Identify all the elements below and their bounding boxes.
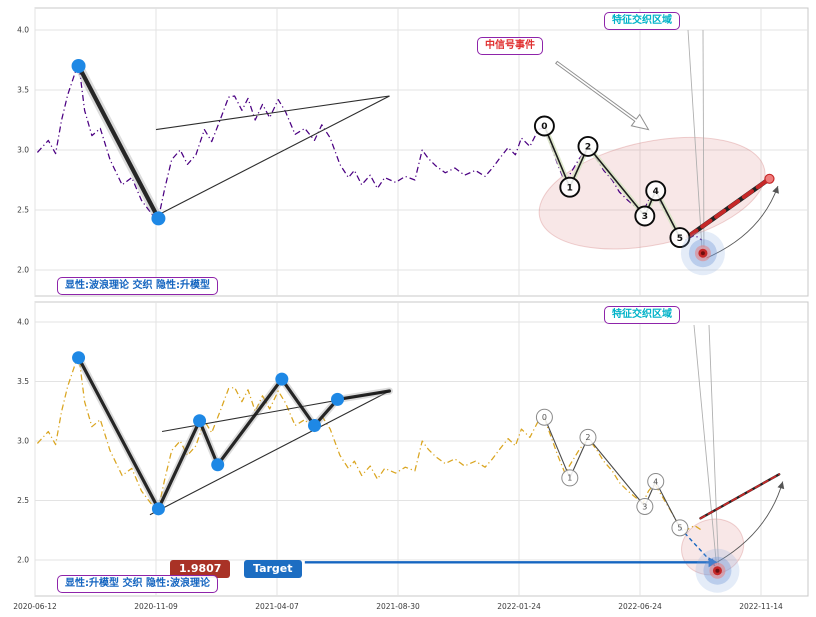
zigzag-line xyxy=(76,63,161,221)
arc-arrow xyxy=(709,481,784,567)
wave-point-label: 5 xyxy=(677,524,682,533)
wave-point-label: 0 xyxy=(542,413,547,422)
projection-endpoint-dot xyxy=(764,173,775,184)
wave-point-label: 4 xyxy=(653,477,658,486)
y-tick-label: 2.0 xyxy=(17,266,29,275)
panel-mode-label-top: 显性:波浪理论 交织 隐性:升模型 xyxy=(57,277,218,295)
y-tick-label: 3.0 xyxy=(17,146,29,155)
x-tick-label: 2020-06-12 xyxy=(13,602,57,611)
wave-point-circle xyxy=(645,180,667,202)
annotation-leader-line xyxy=(702,29,705,248)
wave-point-circle xyxy=(669,227,691,249)
annotation-leader-line xyxy=(693,324,717,565)
target-marker xyxy=(700,251,705,256)
y-tick-label: 3.5 xyxy=(17,377,29,386)
y-tick-label: 4.0 xyxy=(17,318,29,327)
pivot-dot xyxy=(331,392,344,406)
wave-point-circle xyxy=(636,497,654,515)
wave-point-label: 0 xyxy=(541,122,547,132)
wave-point-circle xyxy=(579,428,597,446)
plot-frame xyxy=(34,301,809,597)
wave-point-label: 3 xyxy=(642,502,647,511)
wave-point-label: 2 xyxy=(585,433,590,442)
trendline xyxy=(155,95,390,217)
pivot-dot xyxy=(211,458,225,472)
y-tick-label: 2.5 xyxy=(17,206,29,215)
wave-point-circle xyxy=(535,408,553,426)
signal-arrow xyxy=(554,60,650,131)
wave-point-circle xyxy=(561,469,579,487)
pivot-dot xyxy=(308,419,322,433)
x-tick-label: 2022-01-24 xyxy=(497,602,541,611)
y-tick-label: 4.0 xyxy=(17,26,29,35)
wave-point-label: 1 xyxy=(567,183,573,193)
arc-arrow xyxy=(706,185,779,259)
wave-point-circle xyxy=(577,135,599,157)
y-tick-label: 3.5 xyxy=(17,86,29,95)
wave-point-circle xyxy=(671,519,689,537)
wave-point-circle xyxy=(634,205,656,227)
wave-point-label: 1 xyxy=(567,474,572,483)
annotation-leader-line xyxy=(687,29,703,248)
projection-line-dashed xyxy=(699,473,781,520)
x-tick-label: 2022-11-14 xyxy=(739,602,783,611)
x-tick-label: 2021-08-30 xyxy=(376,602,420,611)
x-tick-label: 2020-11-09 xyxy=(134,602,178,611)
wave-point-label: 4 xyxy=(653,187,659,197)
target-marker xyxy=(715,568,720,573)
pivot-dot xyxy=(151,502,165,516)
wave-point-circle xyxy=(647,472,665,490)
panel-mode-label-bottom: 显性:升模型 交织 隐性:波浪理论 xyxy=(57,575,218,593)
pivot-dot xyxy=(193,414,207,428)
y-tick-label: 3.0 xyxy=(17,437,29,446)
wave-point-circle xyxy=(559,176,581,198)
pivot-dot xyxy=(71,59,86,73)
annotation-leader-line xyxy=(708,324,719,565)
wave-path xyxy=(543,416,681,529)
x-tick-label: 2021-04-07 xyxy=(255,602,299,611)
target-badge: Target xyxy=(244,560,302,578)
wave-point-circle xyxy=(533,115,555,137)
target-price-value: 1.9807 xyxy=(170,560,231,578)
arc-arrowhead xyxy=(772,186,779,194)
arc-arrowhead xyxy=(777,481,785,490)
trendline xyxy=(155,95,390,131)
trendline xyxy=(149,390,390,516)
pivot-dot xyxy=(151,211,166,226)
wave-point-label: 2 xyxy=(585,143,591,153)
pivot-dot xyxy=(72,351,86,365)
x-tick-label: 2022-06-24 xyxy=(618,602,662,611)
signal-event-badge: 中信号事件 xyxy=(477,37,543,55)
feature-zone-badge-top: 特征交织区域 xyxy=(604,12,680,30)
projection-line-dashed xyxy=(686,176,772,239)
wave-point-label: 5 xyxy=(677,234,683,244)
feature-zone-badge-bottom: 特征交织区域 xyxy=(604,306,680,324)
pivot-dot xyxy=(275,372,289,386)
target-line-arrowhead xyxy=(708,557,718,568)
wave-point-label: 3 xyxy=(642,212,648,222)
y-tick-label: 2.5 xyxy=(17,496,29,505)
y-tick-label: 2.0 xyxy=(17,556,29,565)
